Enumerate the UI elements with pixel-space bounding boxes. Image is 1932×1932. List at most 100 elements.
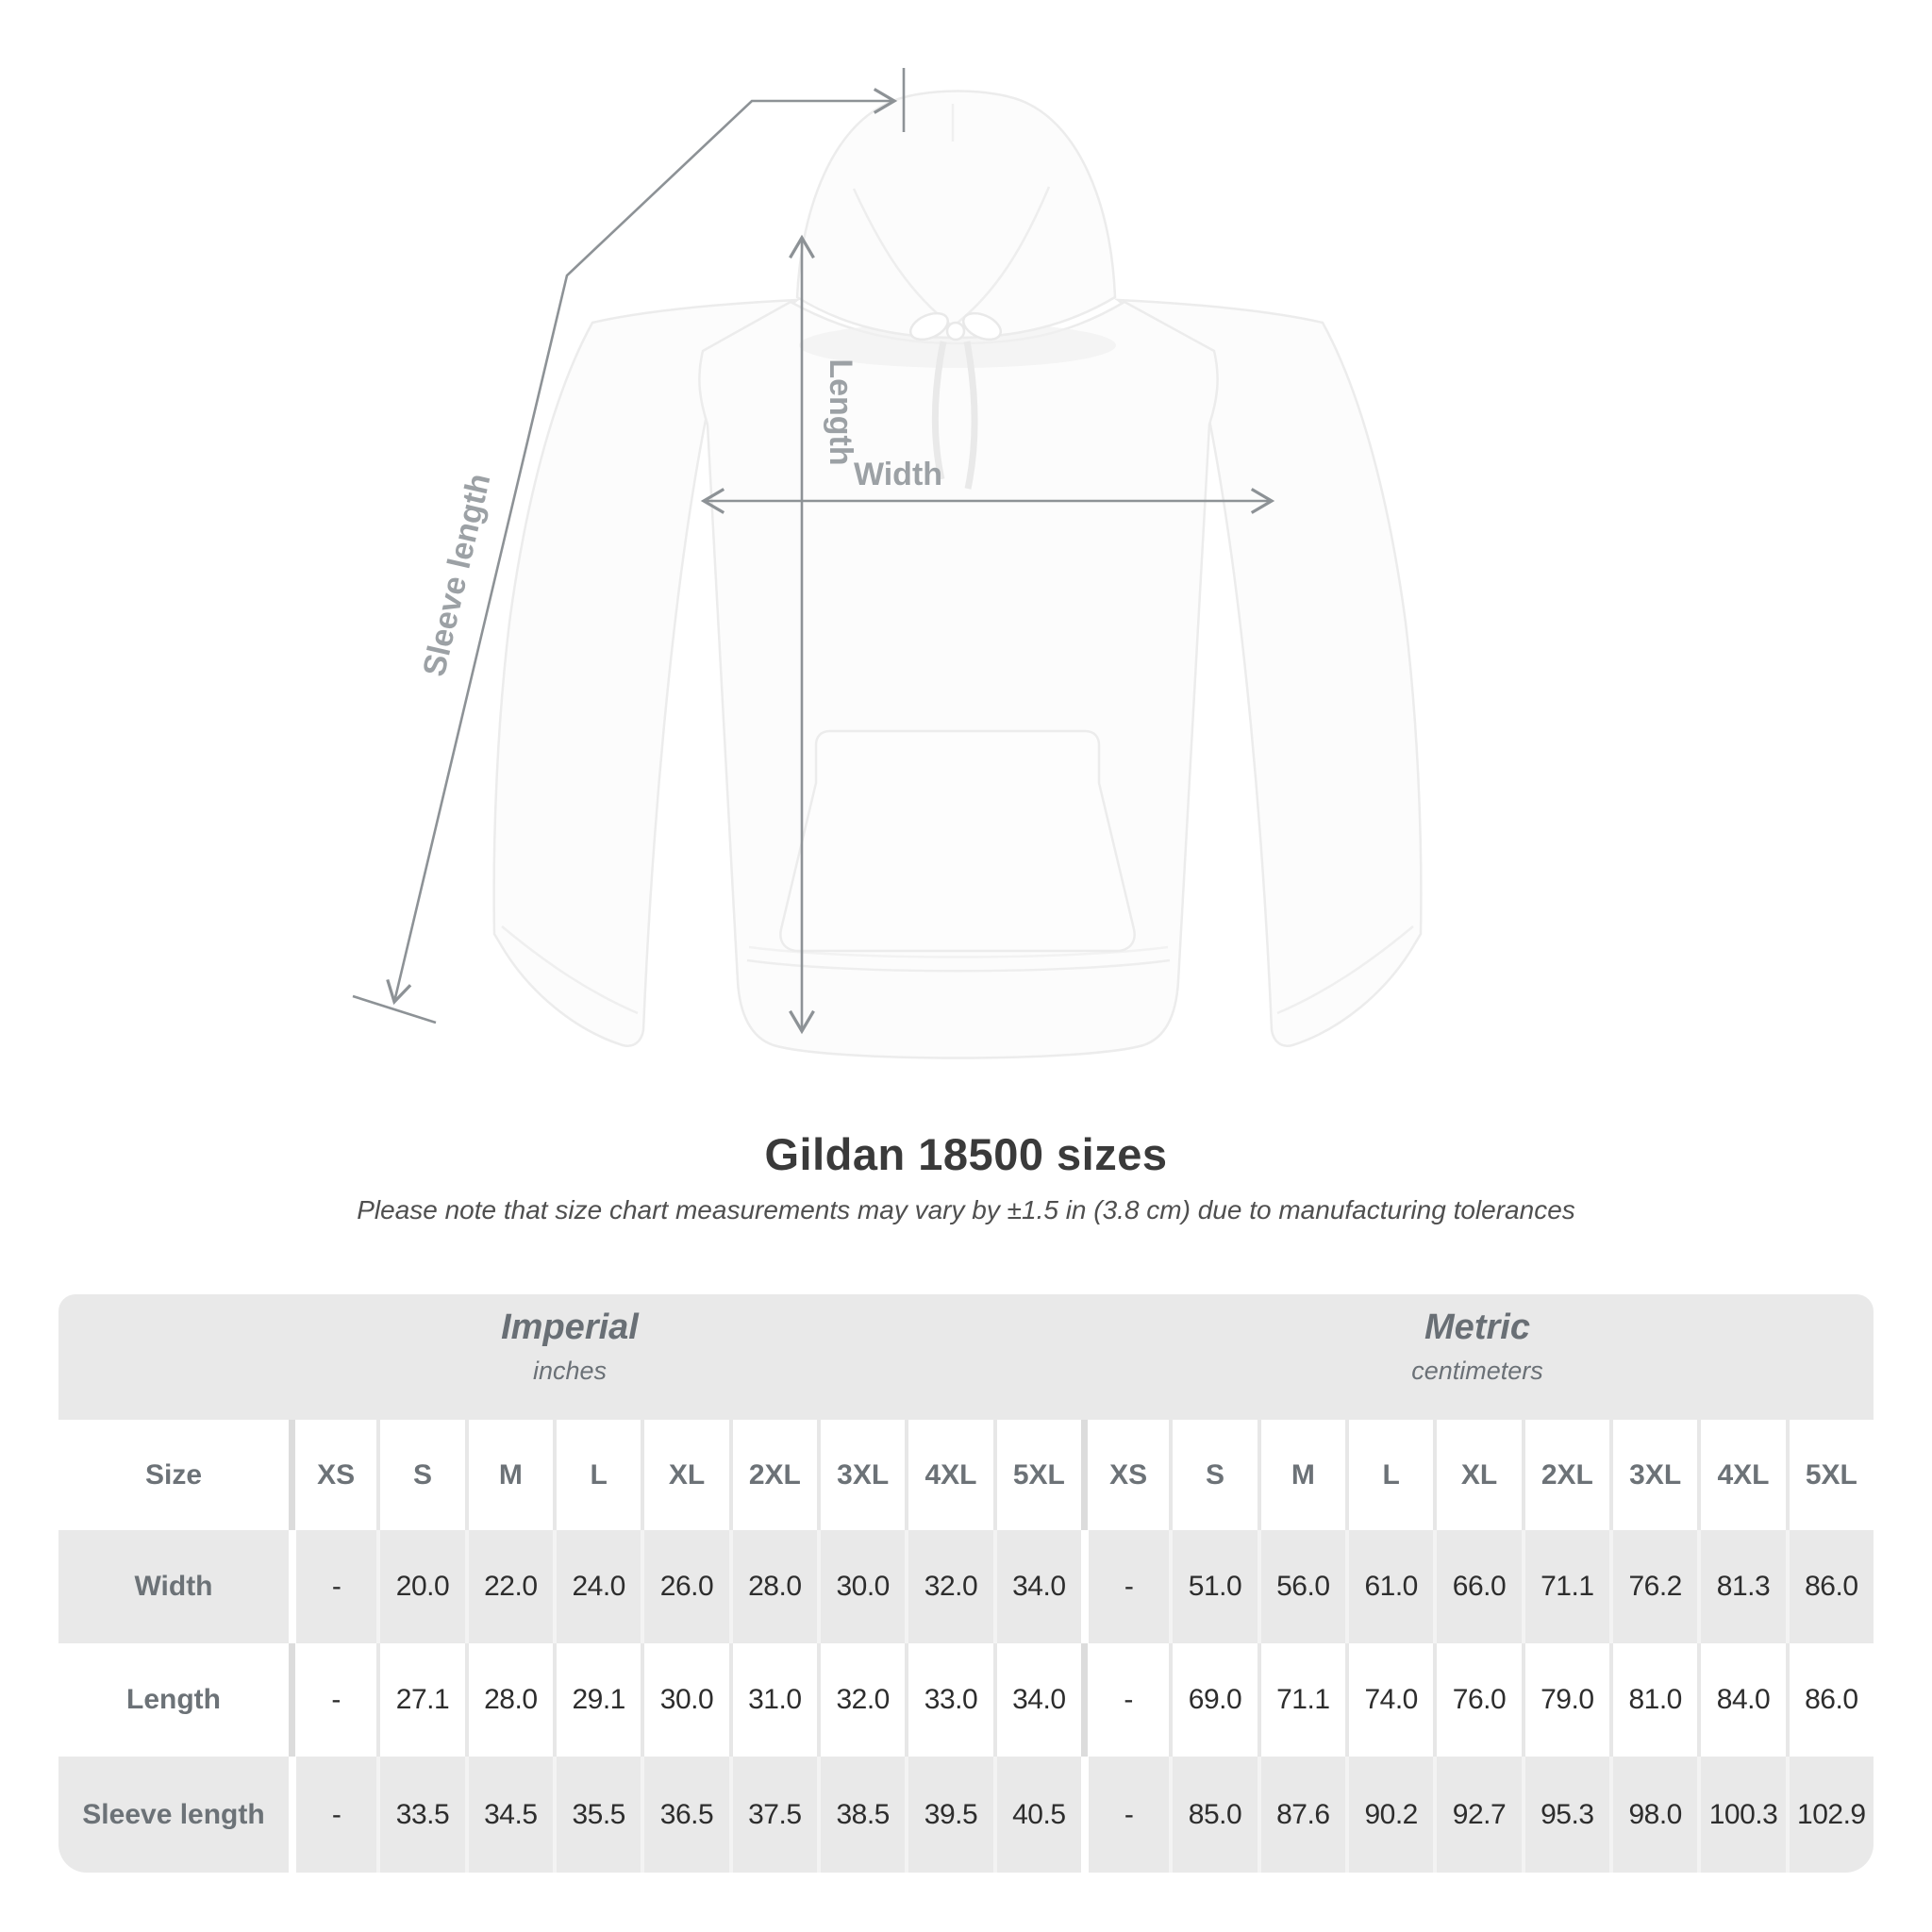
table-cell: 27.1 [376,1643,464,1757]
table-cell: 71.1 [1521,1530,1609,1643]
hoodie-measurement-diagram: Length Width Sleeve length [352,68,1423,1059]
table-cell: 76.2 [1609,1530,1697,1643]
unit-group-label: Metric [1424,1307,1530,1347]
size-column-header: S [376,1420,464,1530]
size-column-header: 2XL [1521,1420,1609,1530]
table-cell: 98.0 [1609,1757,1697,1873]
size-column-header: 5XL [992,1420,1081,1530]
table-cell: 33.0 [905,1643,992,1757]
table-cell: 37.5 [728,1757,817,1873]
table-cell: 29.1 [553,1643,641,1757]
table-cell: - [1081,1757,1169,1873]
table-row-length: Length -27.1 28.0 29.1 30.0 31.0 32.0 33.0 34.0-… [58,1643,1874,1757]
size-table: Imperial inches Metric centimeters Size XS S M L… [58,1294,1874,1873]
size-column-header: 3XL [817,1420,905,1530]
unit-header-row: Imperial inches Metric centimeters [58,1294,1874,1420]
table-row-sleeve-length: Sleeve length -33.5 34.5 35.5 36.5 37.5 38.5 39… [58,1757,1874,1873]
table-cell: 95.3 [1521,1757,1609,1873]
table-cell: 85.0 [1169,1757,1257,1873]
size-column-header: 4XL [905,1420,992,1530]
hoodie-pocket [779,729,1136,953]
table-cell: 71.1 [1257,1643,1345,1757]
hoodie-hood [795,90,1117,340]
size-column-header: M [1257,1420,1345,1530]
table-cell: 51.0 [1169,1530,1257,1643]
measurement-lines [352,68,1275,1035]
table-cell: - [289,1643,376,1757]
table-cell: 26.0 [641,1530,728,1643]
size-column-header: L [553,1420,641,1530]
tolerance-note: Please note that size chart measurements… [357,1195,1575,1224]
unit-group-sublabel: inches [532,1356,608,1385]
row-label: Sleeve length [82,1798,265,1830]
table-cell: 24.0 [553,1530,641,1643]
table-cell: 34.0 [992,1643,1081,1757]
table-cell: 74.0 [1345,1643,1433,1757]
table-cell: - [289,1530,376,1643]
page-title: Gildan 18500 sizes [764,1129,1168,1179]
hoodie-drawstrings [908,311,1003,490]
table-cell: 30.0 [641,1643,728,1757]
size-column-header: XS [289,1420,376,1530]
table-cell: 102.9 [1785,1757,1874,1873]
table-cell: 69.0 [1169,1643,1257,1757]
table-cell: 22.0 [464,1530,553,1643]
hoodie-right-cuff-seam [1276,925,1414,1015]
table-cell: 30.0 [817,1530,905,1643]
size-column-header: L [1345,1420,1433,1530]
size-header-row: Size XS S M L XL 2XL 3XL 4XL 5XL XS S M L XL 2XL 3XL 4XL 5… [58,1420,1874,1530]
size-column-header: XS [1081,1420,1169,1530]
table-cell: 28.0 [728,1530,817,1643]
unit-group-label: Imperial [501,1307,639,1347]
size-column-header: M [464,1420,553,1530]
table-cell: - [1081,1530,1169,1643]
table-cell: 33.5 [376,1757,464,1873]
table-cell: 35.5 [553,1757,641,1873]
table-cell: 87.6 [1257,1757,1345,1873]
table-cell: 31.0 [728,1643,817,1757]
table-cell: 20.0 [376,1530,464,1643]
table-cell: - [1081,1643,1169,1757]
sleeve-label: Sleeve length [416,470,497,679]
table-cell: 38.5 [817,1757,905,1873]
table-cell: 34.0 [992,1530,1081,1643]
table-cell: 56.0 [1257,1530,1345,1643]
table-cell: 90.2 [1345,1757,1433,1873]
table-cell: - [289,1757,376,1873]
size-column-header: 2XL [728,1420,817,1530]
table-cell: 36.5 [641,1757,728,1873]
hoodie-illustration [492,90,1423,1059]
table-cell: 40.5 [992,1757,1081,1873]
size-column-header: XL [641,1420,728,1530]
unit-group-imperial: Imperial inches [58,1294,1081,1420]
table-cell: 92.7 [1433,1757,1521,1873]
length-label: Length [823,358,858,465]
row-label: Length [126,1684,221,1715]
table-cell: 61.0 [1345,1530,1433,1643]
table-cell: 100.3 [1697,1757,1785,1873]
table-cell: 28.0 [464,1643,553,1757]
size-column-header: 3XL [1609,1420,1697,1530]
table-cell: 86.0 [1785,1530,1874,1643]
table-cell: 39.5 [905,1757,992,1873]
row-label: Width [134,1571,213,1602]
unit-group-metric: Metric centimeters [1081,1294,1874,1420]
width-label: Width [854,457,942,492]
table-cell: 84.0 [1697,1643,1785,1757]
hoodie-right-sleeve [1113,298,1423,1047]
sleeve-measure-line [386,88,898,1006]
size-column-header: S [1169,1420,1257,1530]
table-cell: 76.0 [1433,1643,1521,1757]
table-cell: 79.0 [1521,1643,1609,1757]
size-column-header: 5XL [1785,1420,1874,1530]
table-cell: 86.0 [1785,1643,1874,1757]
table-cell: 34.5 [464,1757,553,1873]
table-cell: 81.3 [1697,1530,1785,1643]
table-row-width: Width -20.0 22.0 24.0 26.0 28.0 30.0 32.0 34.0-5… [58,1530,1874,1643]
size-header-label: Size [144,1458,203,1491]
cuff-end-tick [352,994,437,1024]
table-cell: 81.0 [1609,1643,1697,1757]
size-column-header: 4XL [1697,1420,1785,1530]
table-cell: 32.0 [905,1530,992,1643]
